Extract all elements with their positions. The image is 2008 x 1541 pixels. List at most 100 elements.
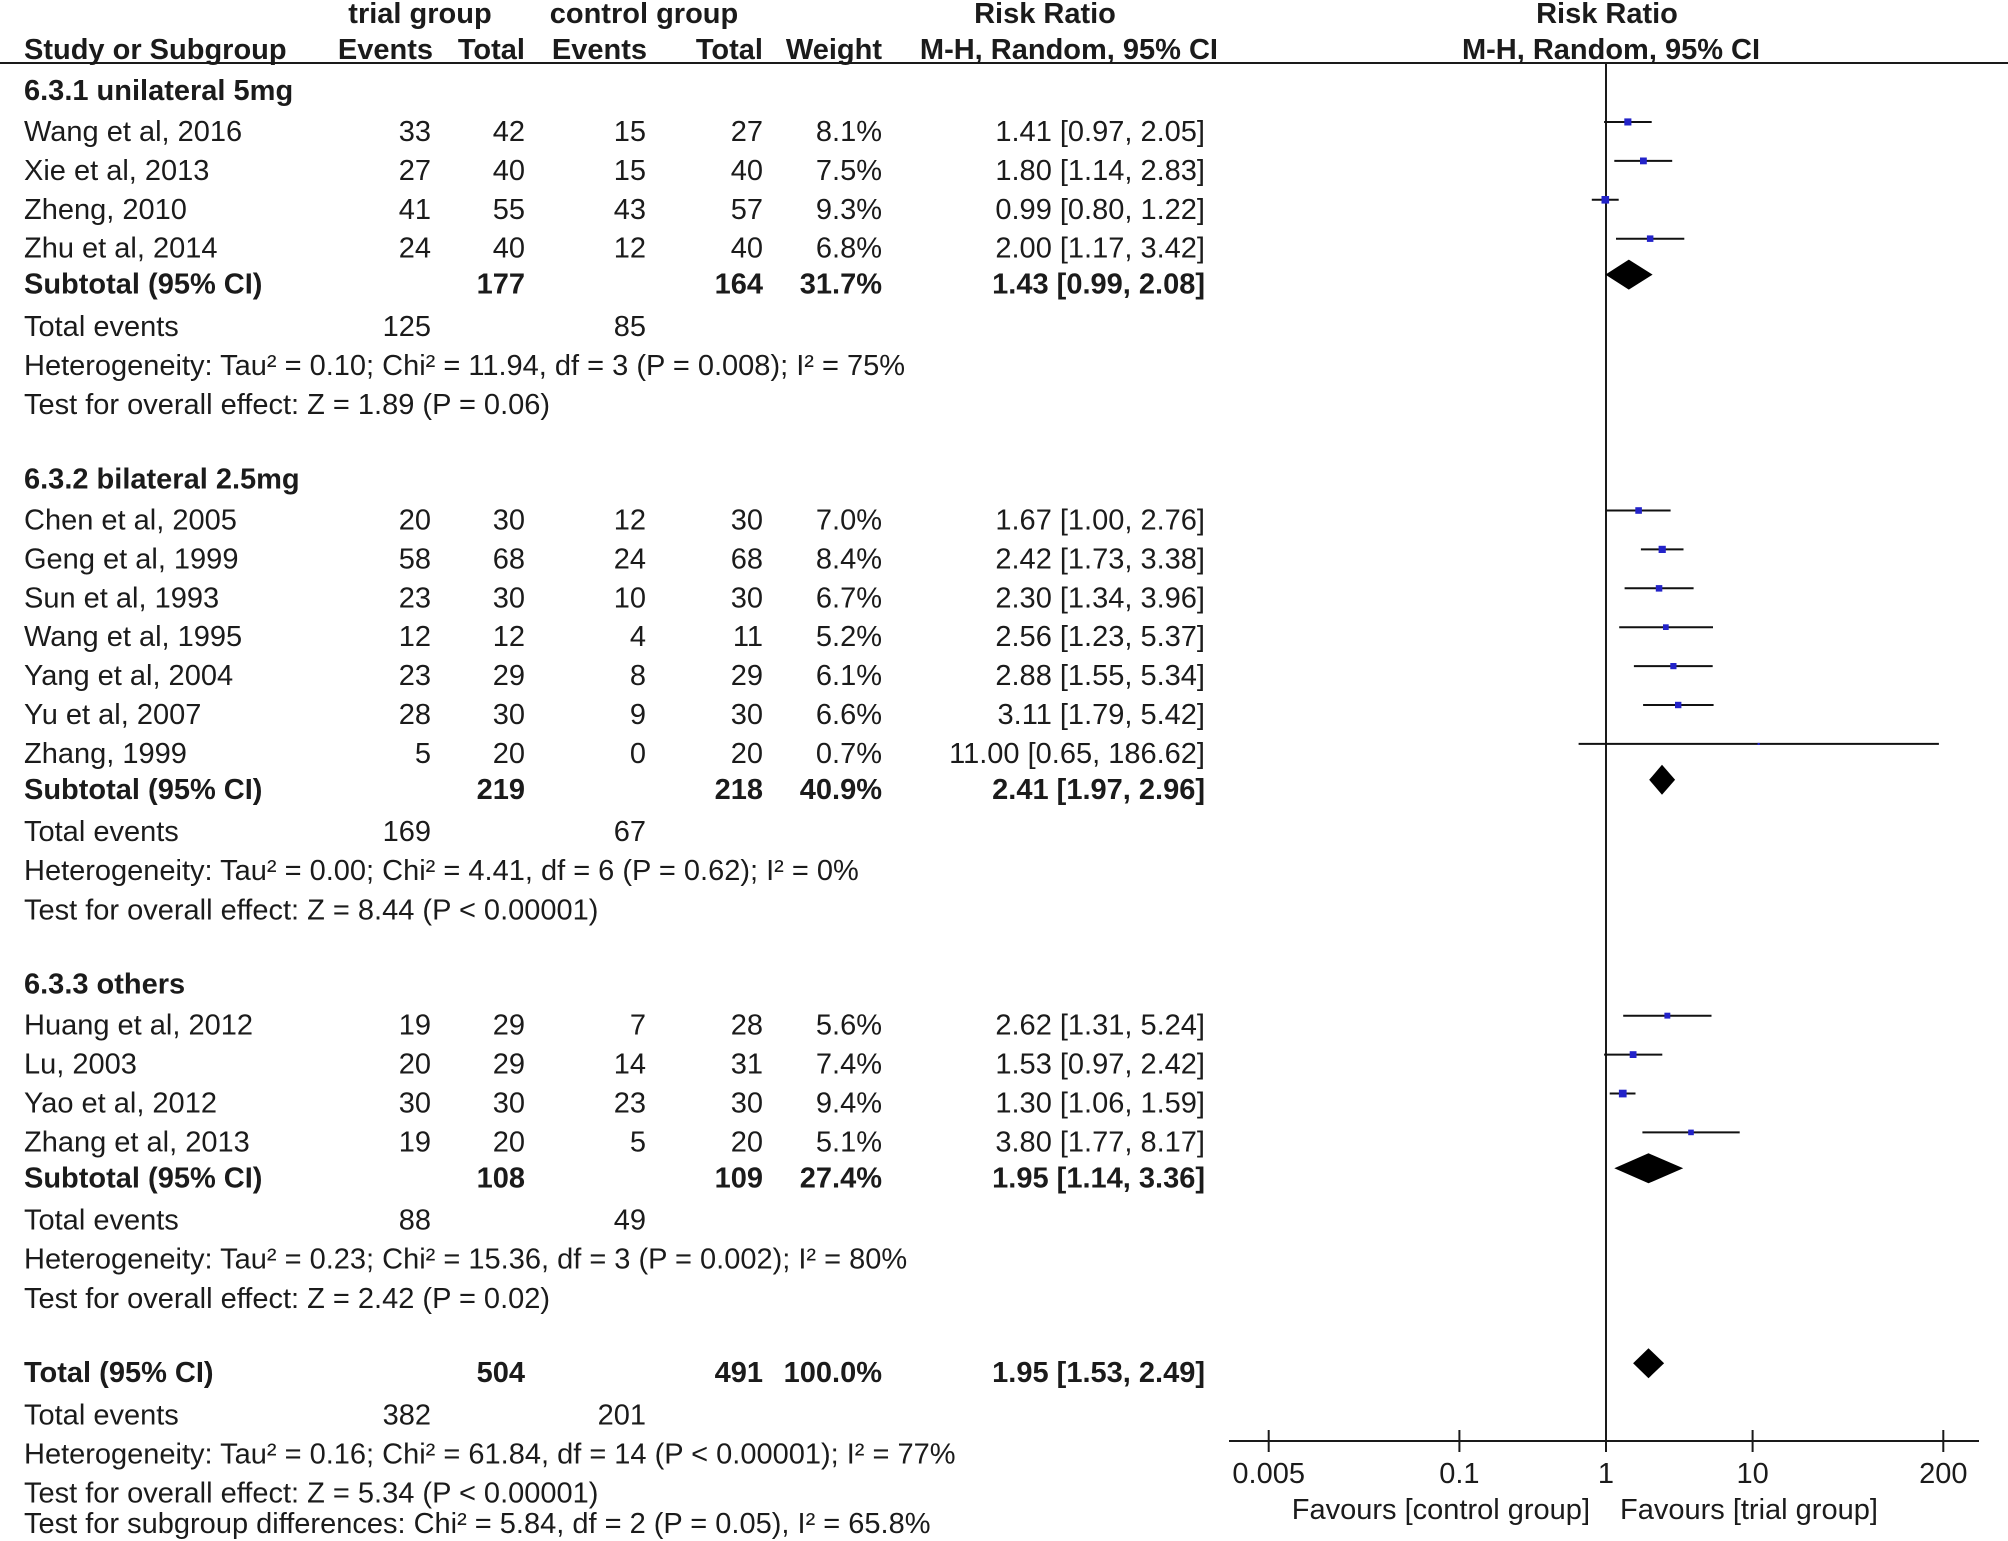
- trial-events-cell: 58: [399, 543, 431, 575]
- trial-events-header: Events: [338, 34, 433, 66]
- effect-estimate-cell: 1.67 [1.00, 2.76]: [995, 505, 1205, 537]
- control-total-cell: 20: [731, 1126, 763, 1158]
- subtotal-row: Subtotal (95% CI) 219 218 40.9% 2.41 [1.97, …: [24, 764, 1676, 806]
- study-column-header: Study or Subgroup: [24, 34, 287, 66]
- effect-column-title: Risk Ratio: [974, 0, 1116, 30]
- study-name: Huang et al, 2012: [24, 1010, 253, 1042]
- trial-total-cell: 40: [493, 155, 525, 187]
- effect-estimate-cell: 3.80 [1.77, 8.17]: [995, 1126, 1205, 1158]
- subgroup-block: 6.3.1 unilateral 5mg Wang et al, 2016 33 42…: [24, 75, 1685, 421]
- weight-cell: 0.7%: [816, 738, 882, 770]
- study-name: Sun et al, 1993: [24, 582, 219, 614]
- overall-row: Total (95% CI) 504 491 100.0% 1.95 [1.53, 2.…: [24, 1348, 1665, 1389]
- study-name: Yang et al, 2004: [24, 660, 233, 692]
- weight-cell: 9.3%: [816, 194, 882, 226]
- x-axis-ticks: 0.005 0.1 1 10 200: [1232, 1430, 1967, 1490]
- effect-estimate-cell: 0.99 [0.80, 1.22]: [995, 194, 1205, 226]
- control-events-total: 201: [598, 1400, 646, 1432]
- weight-cell: 5.6%: [816, 1010, 882, 1042]
- study-name: Lu, 2003: [24, 1049, 137, 1081]
- trial-total-cell: 40: [493, 233, 525, 265]
- study-row: Yao et al, 2012 30 30 23 30 9.4% 1.30 [1.06, 1…: [24, 1088, 1636, 1120]
- trial-events-cell: 30: [399, 1088, 431, 1120]
- weight-cell: 7.5%: [816, 155, 882, 187]
- trial-events-cell: 20: [399, 505, 431, 537]
- control-total-cell: 30: [731, 1088, 763, 1120]
- overall-effect-text: Test for overall effect: Z = 1.89 (P = 0…: [24, 389, 550, 421]
- effect-square: [1629, 1051, 1637, 1058]
- trial-events-cell: 19: [399, 1010, 431, 1042]
- effect-square: [1624, 118, 1632, 126]
- control-events-cell: 10: [614, 582, 646, 614]
- control-events-cell: 23: [614, 1088, 646, 1120]
- study-row: Wang et al, 2016 33 42 15 27 8.1% 1.41 [0.97, …: [24, 116, 1652, 148]
- x-axis-tick-label: 200: [1919, 1458, 1967, 1490]
- study-row: Wang et al, 1995 12 12 4 11 5.2% 2.56 [1.23, 5…: [24, 621, 1713, 653]
- control-total-cell: 40: [731, 233, 763, 265]
- control-group-header: control group: [550, 0, 738, 30]
- weight-cell: 8.4%: [816, 543, 882, 575]
- trial-total-cell: 30: [493, 582, 525, 614]
- effect-square: [1675, 701, 1682, 709]
- control-events-total: 49: [614, 1205, 646, 1237]
- control-events-cell: 0: [630, 738, 646, 770]
- trial-events-cell: 12: [399, 621, 431, 653]
- study-name: Wang et al, 1995: [24, 621, 242, 653]
- control-total-cell: 27: [731, 116, 763, 148]
- subgroup-block: 6.3.2 bilateral 2.5mg Chen et al, 2005 20 3…: [24, 464, 1939, 926]
- weight-cell: 6.1%: [816, 660, 882, 692]
- overall-effect-text: Test for overall effect: Z = 2.42 (P = 0…: [24, 1283, 550, 1315]
- weight-cell: 5.1%: [816, 1126, 882, 1158]
- weight-cell: 40.9%: [800, 774, 882, 806]
- trial-total-cell: 55: [493, 194, 525, 226]
- control-events-cell: 15: [614, 155, 646, 187]
- overall-effect-text: Test for overall effect: Z = 8.44 (P < 0…: [24, 894, 598, 926]
- trial-events-cell: 24: [399, 233, 431, 265]
- control-total-cell: 30: [731, 699, 763, 731]
- control-total-cell: 30: [731, 505, 763, 537]
- control-events-cell: 43: [614, 194, 646, 226]
- trial-events-cell: 41: [399, 194, 431, 226]
- summary-label: Subtotal (95% CI): [24, 269, 262, 301]
- subgroup-heading: 6.3.2 bilateral 2.5mg: [24, 464, 300, 496]
- x-axis-tick-label: 0.1: [1439, 1458, 1479, 1490]
- effect-square: [1658, 545, 1666, 553]
- control-total-cell: 30: [731, 582, 763, 614]
- control-total-cell: 218: [715, 774, 763, 806]
- favours-control-label: Favours [control group]: [1292, 1494, 1590, 1526]
- study-row: Huang et al, 2012 19 29 7 28 5.6% 2.62 [1.31, …: [24, 1010, 1712, 1042]
- subgroup-heading: 6.3.1 unilateral 5mg: [24, 75, 293, 107]
- trial-events-cell: 33: [399, 116, 431, 148]
- control-events-total: 85: [614, 311, 646, 343]
- study-name: Wang et al, 2016: [24, 116, 242, 148]
- effect-method-header: M-H, Random, 95% CI: [920, 34, 1218, 66]
- effect-estimate-cell: 1.41 [0.97, 2.05]: [995, 116, 1205, 148]
- effect-square: [1688, 1129, 1694, 1136]
- weight-cell: 6.8%: [816, 233, 882, 265]
- control-events-cell: 5: [630, 1126, 646, 1158]
- control-events-cell: 12: [614, 505, 646, 537]
- trial-total-cell: 30: [493, 505, 525, 537]
- control-events-cell: 4: [630, 621, 646, 653]
- subgroup-block: 6.3.3 others Huang et al, 2012 19 29 7 28 5.6%…: [24, 969, 1740, 1315]
- effect-estimate-cell: 1.43 [0.99, 2.08]: [992, 269, 1205, 301]
- study-row: Zhang, 1999 5 20 0 20 0.7% 11.00 [0.65, 186.62…: [24, 738, 1939, 770]
- control-total-cell: 31: [731, 1049, 763, 1081]
- control-events-cell: 9: [630, 699, 646, 731]
- control-events-cell: 8: [630, 660, 646, 692]
- effect-estimate-cell: 1.30 [1.06, 1.59]: [995, 1088, 1205, 1120]
- heterogeneity-text: Heterogeneity: Tau² = 0.10; Chi² = 11.94…: [24, 350, 905, 382]
- overall-diamond: [1633, 1348, 1665, 1379]
- control-total-cell: 57: [731, 194, 763, 226]
- plot-title: Risk Ratio: [1536, 0, 1678, 30]
- subtotal-row: Subtotal (95% CI) 177 164 31.7% 1.43 [0.99, …: [24, 259, 1653, 301]
- control-total-cell: 11: [733, 621, 763, 653]
- study-name: Chen et al, 2005: [24, 505, 237, 537]
- study-row: Chen et al, 2005 20 30 12 30 7.0% 1.67 [1.00, …: [24, 505, 1671, 537]
- study-row: Zheng, 2010 41 55 43 57 9.3% 0.99 [0.80, 1.22]: [24, 194, 1619, 226]
- total-events-row: Total events 382 201: [24, 1400, 646, 1432]
- effect-estimate-cell: 11.00 [0.65, 186.62]: [949, 738, 1205, 770]
- total-events-label: Total events: [24, 1205, 179, 1237]
- total-events-label: Total events: [24, 816, 179, 848]
- effect-square: [1618, 1089, 1627, 1098]
